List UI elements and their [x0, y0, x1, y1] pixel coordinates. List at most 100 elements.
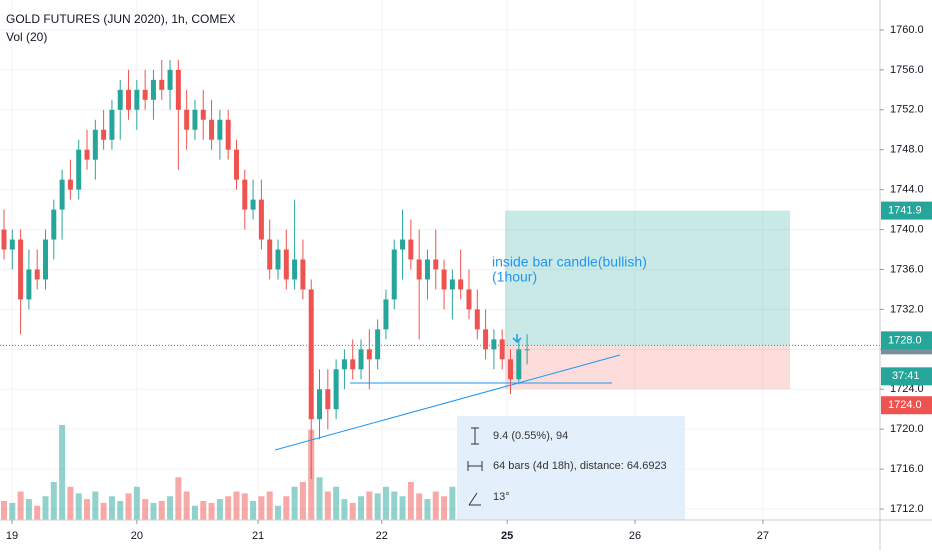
- candle-body: [292, 259, 298, 280]
- volume-bar: [142, 499, 149, 520]
- candle-body: [192, 109, 198, 130]
- volume-bar: [92, 491, 99, 520]
- candle-body: [507, 359, 513, 380]
- volume-bar: [225, 496, 232, 520]
- candle-body: [408, 239, 414, 260]
- volume-bar: [391, 491, 398, 520]
- volume-bar: [233, 491, 240, 520]
- volume-bar: [374, 493, 381, 520]
- candle-body: [458, 279, 464, 290]
- candle-body: [84, 149, 90, 160]
- y-tick-label: 1724.0: [890, 383, 924, 395]
- volume-bar: [258, 496, 265, 520]
- volume-bar: [424, 499, 431, 520]
- volume-bar: [432, 491, 439, 520]
- measure-text: 13°: [493, 491, 510, 503]
- candle-body: [424, 259, 430, 280]
- y-tick-label: 1756.0: [890, 64, 924, 76]
- chart-subtitle: Vol (20): [6, 30, 47, 44]
- y-tick-label: 1732.0: [890, 303, 924, 315]
- y-tick-label: 1712.0: [890, 503, 924, 515]
- candle-body: [474, 309, 480, 330]
- candle-body: [383, 299, 389, 330]
- countdown: 37:41: [892, 370, 920, 382]
- candle-body: [341, 359, 347, 370]
- volume-bar: [341, 499, 348, 520]
- volume-bar: [175, 477, 182, 520]
- volume-bar: [200, 501, 207, 520]
- candle-body: [142, 89, 148, 100]
- volume-bar: [241, 493, 248, 520]
- candle-body: [242, 179, 248, 210]
- candle-body: [375, 329, 381, 360]
- volume-bar: [167, 496, 174, 520]
- volume-bar: [42, 496, 49, 520]
- y-tick-label: 1748.0: [890, 144, 924, 156]
- candle-body: [350, 359, 356, 370]
- annotation: inside bar candle(bullish): [492, 254, 647, 270]
- volume-bar: [216, 499, 223, 520]
- volume-bar: [183, 491, 190, 520]
- position-zones: [0, 210, 880, 390]
- volume-bar: [84, 499, 91, 520]
- volume-bar: [34, 505, 41, 520]
- candle-body: [283, 249, 289, 280]
- stop-label-box: [881, 396, 932, 415]
- volume-bar: [324, 491, 331, 520]
- volume-bar: [125, 493, 132, 520]
- candle-body: [109, 109, 115, 140]
- volume-bar: [349, 502, 356, 520]
- candle-body: [134, 89, 140, 110]
- volume-bar: [399, 496, 406, 520]
- candle-body: [449, 279, 455, 290]
- measure-icons: [467, 427, 483, 506]
- candle-body: [317, 389, 323, 420]
- candle-body: [34, 269, 40, 280]
- volume-bar: [316, 477, 323, 520]
- candle-body: [275, 249, 281, 270]
- stop-label: 1724.0: [888, 399, 922, 411]
- candle-body: [159, 79, 165, 90]
- candle-body: [117, 89, 123, 110]
- candle-body: [325, 389, 331, 410]
- y-tick-label: 1720.0: [890, 423, 924, 435]
- volume-bar: [449, 486, 456, 520]
- y-tick-label: 1736.0: [890, 263, 924, 275]
- x-tick-label: 26: [629, 530, 641, 542]
- measure-box: [457, 416, 685, 520]
- x-tick-label: 21: [252, 530, 264, 542]
- y-tick-label: 1740.0: [890, 223, 924, 235]
- candle-body: [209, 119, 215, 140]
- volume-bar: [291, 486, 298, 520]
- trend-line: [274, 354, 621, 451]
- candle-body: [26, 269, 32, 300]
- axes: 1712.0 1716.0 1720.0 1724.0 1728.0 1732.0 1736…: [6, 24, 932, 542]
- target-label-box: [881, 201, 932, 220]
- candle-body: [258, 199, 264, 240]
- y-tick-label: 1744.0: [890, 184, 924, 196]
- candle-body: [400, 239, 406, 250]
- candle-body: [92, 129, 98, 160]
- volume-bar: [250, 501, 257, 520]
- x-tick-label: 19: [6, 530, 18, 542]
- candle-body: [250, 199, 256, 210]
- candle-body: [101, 129, 107, 140]
- y-tick-label: 1752.0: [890, 104, 924, 116]
- candle-body: [300, 259, 306, 290]
- volume-bar: [441, 496, 448, 520]
- last-price-label: 1728.0: [888, 334, 922, 346]
- volume-bar: [25, 499, 32, 520]
- volume-bar: [283, 496, 290, 520]
- candle-body: [184, 109, 190, 130]
- candle-body: [483, 329, 489, 350]
- volume-bar: [67, 486, 74, 520]
- volume-bar: [50, 482, 57, 520]
- candle-body: [516, 349, 522, 380]
- candle-body: [150, 79, 156, 100]
- candle-body: [59, 179, 65, 210]
- y-tick-label: 1716.0: [890, 463, 924, 475]
- candle-body: [366, 349, 372, 360]
- x-tick-label: 20: [131, 530, 143, 542]
- measure-text: 64 bars (4d 18h), distance: 64.6923: [493, 460, 667, 472]
